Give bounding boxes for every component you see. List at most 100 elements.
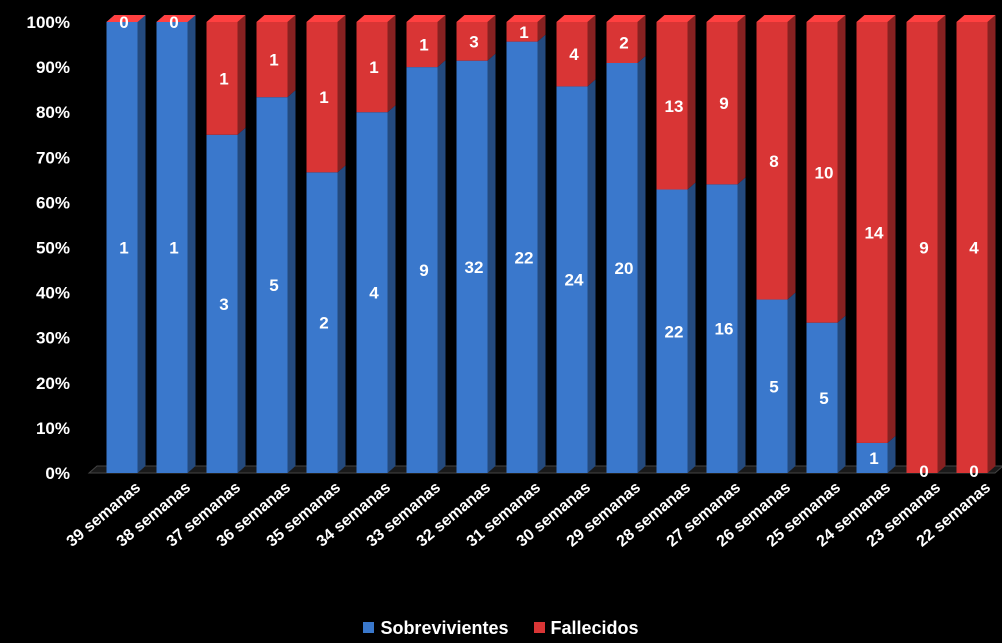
y-tick-label: 100% bbox=[27, 13, 70, 32]
bar-top-fallecidos bbox=[456, 15, 496, 22]
bar-side-fallecidos bbox=[287, 15, 296, 98]
data-label-sobrevivientes: 24 bbox=[565, 271, 584, 290]
bar-top-fallecidos bbox=[506, 15, 546, 22]
bar-fallecidos bbox=[556, 22, 588, 87]
y-tick-label: 80% bbox=[36, 103, 70, 122]
legend-item-sobrevivientes: Sobrevivientes bbox=[363, 618, 509, 639]
data-labels-layer: 1010315121419132322124420222131695851011… bbox=[119, 13, 979, 481]
data-label-sobrevivientes: 1 bbox=[869, 449, 878, 468]
bar-top-fallecidos bbox=[856, 15, 896, 22]
data-label-fallecidos: 9 bbox=[919, 239, 928, 258]
data-label-fallecidos: 1 bbox=[369, 58, 378, 77]
legend-swatch-fallecidos bbox=[533, 622, 545, 633]
data-label-sobrevivientes: 22 bbox=[515, 248, 534, 267]
data-label-sobrevivientes: 0 bbox=[919, 462, 928, 481]
bar-sobrevivientes bbox=[106, 22, 138, 473]
data-label-fallecidos: 10 bbox=[815, 163, 834, 182]
bar-sobrevivientes bbox=[556, 86, 588, 473]
bar-side-sobrevivientes bbox=[337, 165, 346, 474]
bar-fallecidos bbox=[906, 22, 938, 473]
bar-fallecidos bbox=[956, 22, 988, 473]
legend-swatch-sobrevivientes bbox=[363, 622, 375, 633]
data-label-fallecidos: 4 bbox=[569, 45, 579, 64]
bar-side-sobrevivientes bbox=[387, 105, 396, 473]
y-tick-label: 90% bbox=[36, 58, 70, 77]
bar-top-fallecidos bbox=[956, 15, 996, 22]
bar-side-fallecidos bbox=[837, 15, 846, 323]
bar-sobrevivientes bbox=[656, 189, 688, 473]
data-label-sobrevivientes: 5 bbox=[269, 276, 278, 295]
bar-side-fallecidos bbox=[337, 15, 346, 173]
bar-sobrevivientes bbox=[256, 97, 288, 474]
bar-side-sobrevivientes bbox=[687, 182, 696, 473]
legend-label-fallecidos: Fallecidos bbox=[550, 618, 639, 638]
bar-top-fallecidos bbox=[406, 15, 446, 22]
bar-side-sobrevivientes bbox=[887, 435, 896, 473]
bar-fallecidos bbox=[206, 22, 238, 135]
bar-sobrevivientes bbox=[856, 442, 888, 473]
legend: Sobrevivientes Fallecidos bbox=[0, 618, 1002, 639]
data-label-fallecidos: 9 bbox=[719, 94, 728, 113]
bar-fallecidos bbox=[306, 22, 338, 173]
bar-side-sobrevivientes bbox=[487, 53, 496, 474]
bar-sobrevivientes bbox=[306, 172, 338, 474]
bar-top-fallecidos bbox=[556, 15, 596, 22]
bar-side-sobrevivientes bbox=[187, 15, 196, 473]
bar-sobrevivientes bbox=[706, 184, 738, 474]
bar-fallecidos bbox=[256, 22, 288, 98]
bar-side-fallecidos bbox=[237, 15, 246, 135]
data-label-sobrevivientes: 32 bbox=[465, 258, 484, 277]
bar-fallecidos bbox=[706, 22, 738, 185]
legend-item-fallecidos: Fallecidos bbox=[533, 618, 639, 639]
bar-side-fallecidos bbox=[387, 15, 396, 113]
bar-side-fallecidos bbox=[687, 15, 696, 190]
bar-side-fallecidos bbox=[537, 15, 546, 42]
data-label-fallecidos: 14 bbox=[865, 223, 884, 242]
bar-top-fallecidos bbox=[306, 15, 346, 22]
bar-fallecidos bbox=[456, 22, 488, 61]
bar-side-sobrevivientes bbox=[437, 60, 446, 473]
bar-fallecidos bbox=[406, 22, 438, 68]
bar-fallecidos bbox=[356, 22, 388, 113]
bar-side-fallecidos bbox=[587, 15, 596, 87]
bar-side-sobrevivientes bbox=[737, 177, 746, 474]
data-label-fallecidos: 1 bbox=[269, 51, 278, 70]
bar-side-sobrevivientes bbox=[637, 56, 646, 473]
bar-fallecidos bbox=[656, 22, 688, 190]
bar-fallecidos bbox=[606, 22, 638, 63]
data-label-sobrevivientes: 22 bbox=[665, 322, 684, 341]
data-label-fallecidos: 1 bbox=[219, 69, 228, 88]
bar-sobrevivientes bbox=[606, 63, 638, 473]
y-tick-label: 40% bbox=[36, 284, 70, 303]
bar-side-sobrevivientes bbox=[537, 34, 546, 473]
bar-top-fallecidos bbox=[206, 15, 246, 22]
data-label-fallecidos: 1 bbox=[419, 36, 428, 55]
data-label-sobrevivientes: 5 bbox=[819, 389, 828, 408]
y-tick-label: 10% bbox=[36, 419, 70, 438]
bar-side-fallecidos bbox=[987, 15, 996, 473]
bar-top-fallecidos bbox=[356, 15, 396, 22]
bar-side-fallecidos bbox=[887, 15, 896, 443]
y-tick-label: 30% bbox=[36, 329, 70, 348]
bar-top-fallecidos bbox=[156, 15, 196, 22]
data-label-fallecidos: 1 bbox=[319, 88, 328, 107]
data-label-sobrevivientes: 2 bbox=[319, 314, 328, 333]
bar-sobrevivientes bbox=[406, 67, 438, 473]
bar-sobrevivientes bbox=[506, 41, 538, 473]
bar-fallecidos bbox=[506, 22, 538, 42]
data-label-fallecidos: 2 bbox=[619, 34, 628, 53]
bar-fallecidos bbox=[806, 22, 838, 323]
data-label-sobrevivientes: 5 bbox=[769, 377, 778, 396]
bar-sobrevivientes bbox=[156, 22, 188, 473]
data-label-sobrevivientes: 4 bbox=[369, 284, 379, 303]
bar-side-fallecidos bbox=[787, 15, 796, 300]
data-label-sobrevivientes: 20 bbox=[615, 259, 634, 278]
bar-top-fallecidos bbox=[656, 15, 696, 22]
bar-sobrevivientes bbox=[756, 299, 788, 473]
y-tick-label: 70% bbox=[36, 148, 70, 167]
y-tick-label: 20% bbox=[36, 374, 70, 393]
bar-side-sobrevivientes bbox=[587, 79, 596, 473]
data-label-fallecidos: 0 bbox=[169, 13, 178, 32]
y-tick-label: 50% bbox=[36, 239, 70, 258]
